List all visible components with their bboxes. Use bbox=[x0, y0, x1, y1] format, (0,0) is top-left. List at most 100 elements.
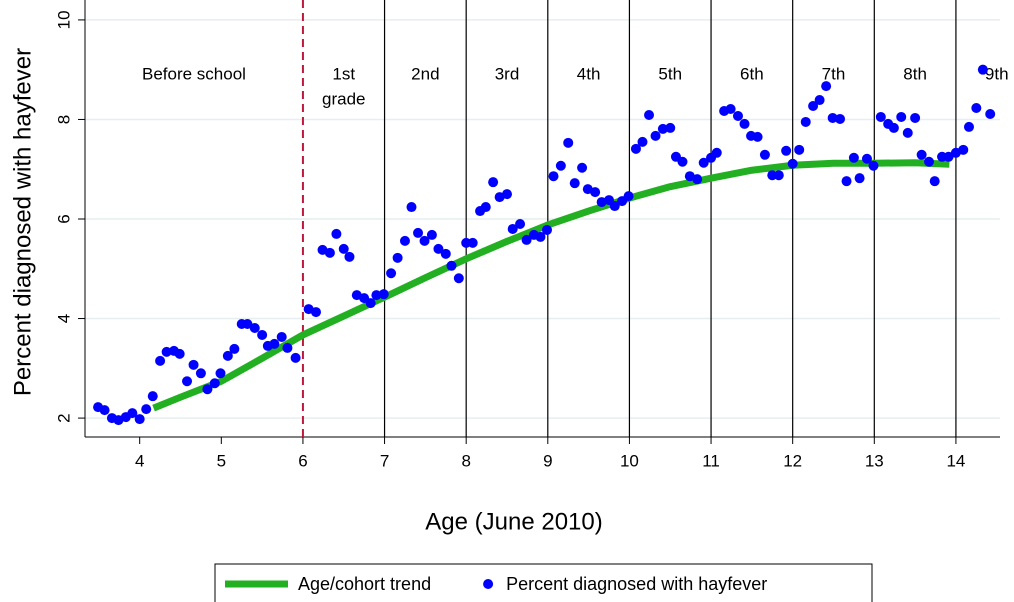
data-point bbox=[971, 103, 982, 114]
legend-swatch bbox=[483, 579, 494, 589]
data-point bbox=[923, 156, 934, 167]
data-point bbox=[134, 414, 145, 425]
data-point bbox=[902, 127, 913, 138]
x-tick-label: 14 bbox=[946, 451, 965, 470]
data-point bbox=[467, 237, 478, 248]
data-point bbox=[650, 130, 661, 141]
data-point bbox=[188, 359, 199, 370]
data-point bbox=[657, 123, 668, 134]
data-point bbox=[331, 228, 342, 239]
data-point bbox=[943, 151, 954, 162]
data-point bbox=[386, 268, 397, 279]
data-point bbox=[929, 176, 940, 187]
region-label: 4th bbox=[577, 64, 601, 83]
data-point bbox=[644, 109, 655, 120]
x-tick-label: 7 bbox=[380, 451, 389, 470]
data-point bbox=[637, 136, 648, 147]
data-point bbox=[419, 235, 430, 246]
data-point bbox=[630, 143, 641, 154]
region-label: 3rd bbox=[495, 64, 520, 83]
data-point bbox=[202, 384, 213, 395]
data-point bbox=[269, 338, 280, 349]
data-point bbox=[910, 112, 921, 123]
x-axis-title: Age (June 2010) bbox=[425, 508, 602, 535]
y-tick-label: 2 bbox=[54, 413, 73, 422]
data-point bbox=[835, 113, 846, 124]
data-point bbox=[480, 202, 491, 213]
data-point bbox=[433, 243, 444, 254]
x-tick-label: 5 bbox=[217, 451, 226, 470]
data-point bbox=[732, 110, 743, 121]
data-point bbox=[195, 368, 206, 379]
data-point bbox=[541, 224, 552, 235]
data-point bbox=[759, 149, 770, 160]
data-point bbox=[623, 191, 634, 202]
data-point bbox=[257, 329, 268, 340]
data-point bbox=[515, 218, 526, 229]
data-point bbox=[127, 408, 138, 419]
data-point bbox=[507, 223, 518, 234]
data-point bbox=[896, 111, 907, 122]
y-tick-label: 4 bbox=[54, 314, 73, 323]
x-tick-label: 11 bbox=[702, 451, 720, 470]
data-point bbox=[916, 149, 927, 160]
data-point bbox=[290, 352, 301, 363]
data-point bbox=[378, 289, 389, 300]
legend-box bbox=[214, 563, 873, 602]
data-point bbox=[182, 376, 193, 387]
data-point bbox=[752, 131, 763, 142]
region-label: 5th bbox=[658, 64, 682, 83]
x-tick-label: 13 bbox=[865, 451, 884, 470]
data-point bbox=[521, 234, 532, 245]
data-point bbox=[209, 378, 220, 389]
data-point bbox=[229, 343, 240, 354]
data-point bbox=[888, 122, 899, 133]
data-point bbox=[861, 153, 872, 164]
data-point bbox=[453, 273, 464, 284]
data-point bbox=[338, 243, 349, 254]
data-point bbox=[725, 104, 736, 115]
data-point bbox=[222, 350, 233, 361]
data-point bbox=[392, 252, 403, 263]
region-label: 8th bbox=[903, 64, 927, 83]
region-label: grade bbox=[322, 89, 365, 108]
region-label: 2nd bbox=[411, 64, 439, 83]
y-tick-label: 8 bbox=[54, 115, 73, 124]
data-point bbox=[665, 122, 676, 133]
data-point bbox=[875, 111, 886, 122]
data-point bbox=[276, 331, 287, 342]
data-point bbox=[698, 157, 709, 168]
data-point bbox=[426, 229, 437, 240]
data-point bbox=[985, 108, 996, 119]
data-point bbox=[174, 348, 185, 359]
x-tick-label: 6 bbox=[298, 451, 307, 470]
data-point bbox=[249, 322, 260, 333]
data-point bbox=[440, 248, 451, 259]
data-point bbox=[563, 137, 574, 148]
data-point bbox=[781, 145, 792, 156]
y-axis-title: Percent diagnosed with hayfever bbox=[9, 48, 36, 396]
data-point bbox=[324, 247, 335, 258]
data-point bbox=[365, 298, 376, 309]
data-point bbox=[794, 144, 805, 155]
data-point bbox=[609, 201, 620, 212]
data-point bbox=[808, 101, 819, 112]
data-point bbox=[814, 95, 825, 106]
region-label: 6th bbox=[740, 64, 764, 83]
data-point bbox=[488, 177, 499, 188]
region-label: 7th bbox=[822, 64, 846, 83]
data-point bbox=[821, 81, 832, 92]
x-tick-label: 9 bbox=[543, 451, 552, 470]
x-tick-label: 8 bbox=[461, 451, 470, 470]
legend-label: Percent diagnosed with hayfever bbox=[506, 574, 767, 594]
data-point bbox=[773, 170, 784, 181]
data-point bbox=[848, 152, 859, 163]
data-point bbox=[282, 342, 293, 353]
data-point bbox=[535, 231, 546, 242]
data-point bbox=[406, 202, 417, 213]
data-point bbox=[344, 251, 355, 262]
x-tick-label: 12 bbox=[783, 451, 802, 470]
data-point bbox=[413, 227, 424, 238]
data-point bbox=[310, 307, 321, 318]
data-point bbox=[739, 118, 750, 129]
